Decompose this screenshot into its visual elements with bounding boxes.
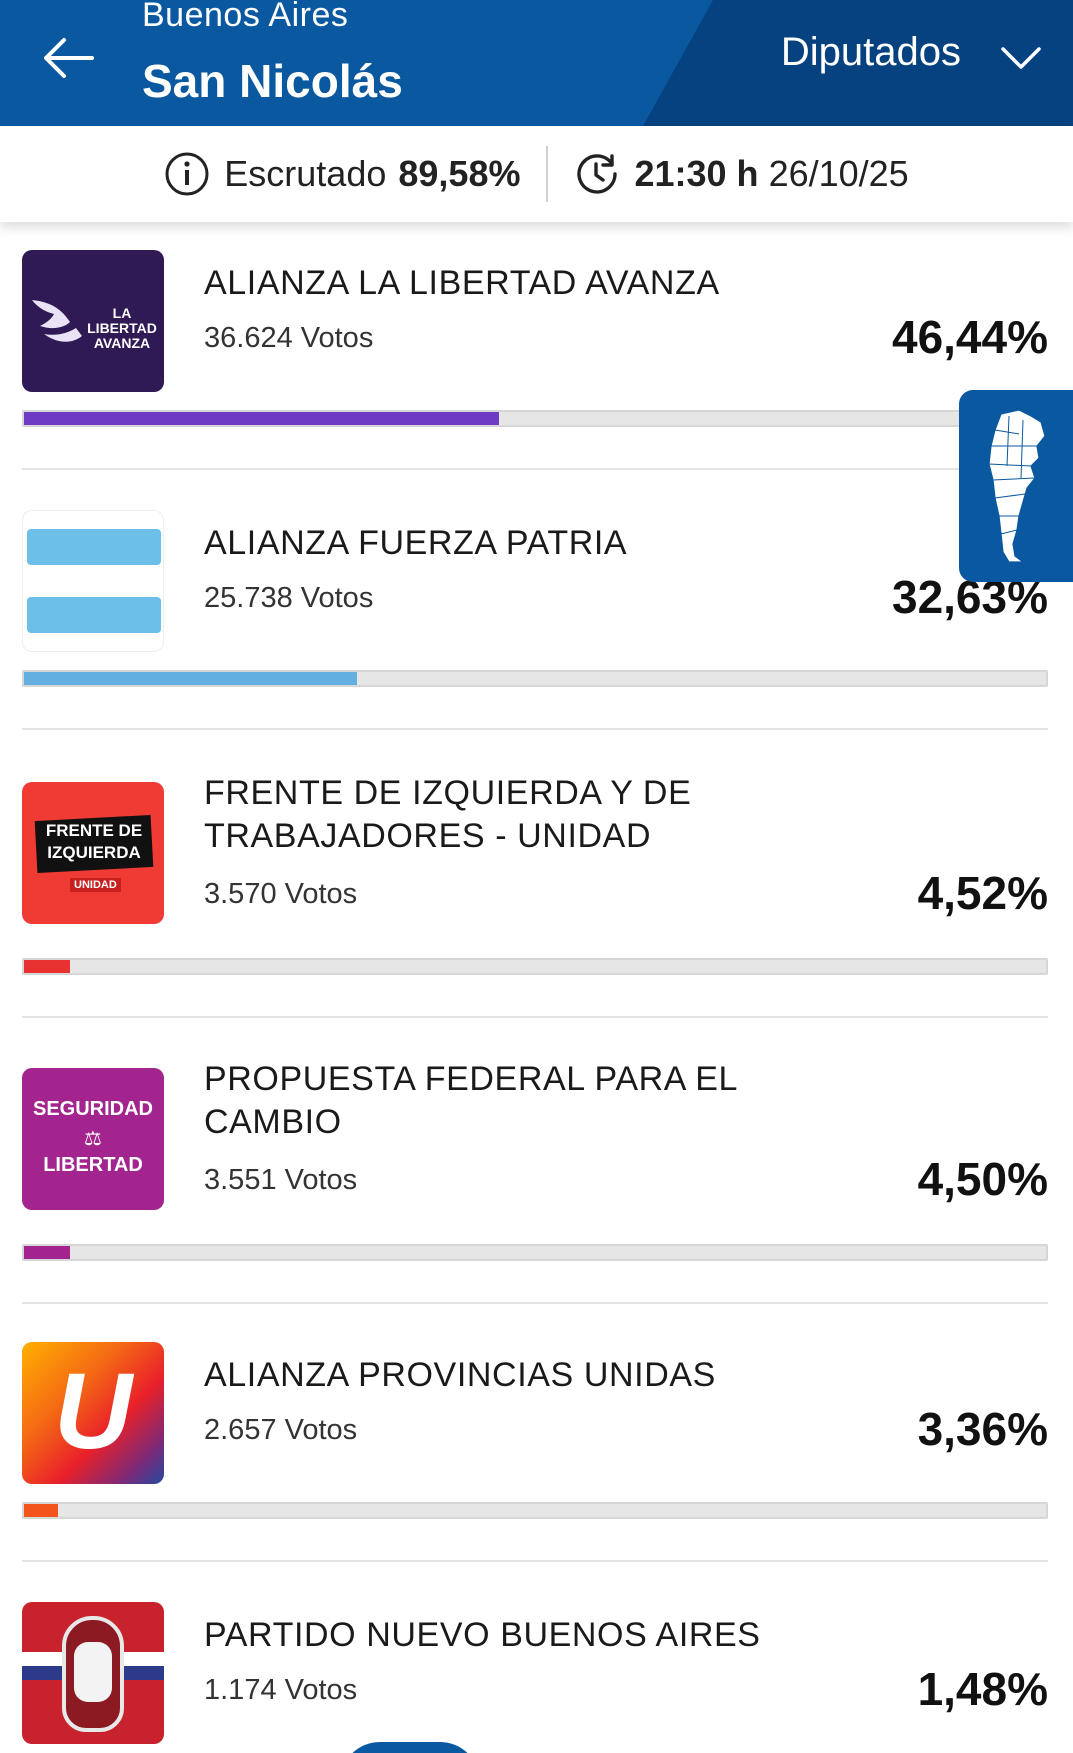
eagle-logo-icon bbox=[32, 300, 82, 342]
logo-text-libertad: LIBERTAD bbox=[87, 320, 157, 336]
scrutiny-value: 89,58% bbox=[398, 153, 521, 194]
vote-share-fill bbox=[24, 412, 499, 425]
party-name: ALIANZA PROVINCIAS UNIDAS bbox=[204, 1356, 716, 1394]
city-name: San Nicolás bbox=[142, 55, 403, 107]
bottom-floating-button[interactable] bbox=[340, 1742, 480, 1753]
flag-stripe-top bbox=[27, 529, 161, 565]
scrutiny-status-bar: Escrutado 89,58% 21:30 h 26/10/25 bbox=[0, 126, 1073, 222]
vote-share-fill bbox=[24, 1246, 70, 1259]
vote-share-bar bbox=[22, 958, 1048, 975]
chevron-down-icon bbox=[1001, 47, 1041, 69]
category-dropdown[interactable]: Diputados bbox=[780, 30, 961, 74]
vote-share-fill bbox=[24, 672, 358, 685]
row-divider bbox=[22, 1016, 1048, 1018]
party-votes: 2.657 Votos bbox=[204, 1414, 358, 1446]
party-logo-nuevo-buenos-aires bbox=[22, 1602, 164, 1744]
vote-share-bar bbox=[22, 410, 1048, 427]
party-logo-lla: LA LIBERTAD AVANZA bbox=[22, 250, 164, 392]
province-name: Buenos Aires bbox=[142, 0, 349, 34]
party-votes: 36.624 Votos bbox=[204, 322, 374, 354]
update-time-stat: 21:30 h 26/10/25 bbox=[574, 151, 909, 197]
row-divider bbox=[22, 728, 1048, 730]
party-logo-seguridad-libertad: SEGURIDAD ⚖ LIBERTAD bbox=[22, 1068, 164, 1210]
back-button[interactable] bbox=[36, 26, 100, 90]
row-divider bbox=[22, 1560, 1048, 1562]
party-percentage: 46,44% bbox=[891, 311, 1048, 363]
party-name: ALIANZA LA LIBERTAD AVANZA bbox=[204, 264, 720, 302]
party-percentage: 3,36% bbox=[917, 1403, 1048, 1455]
party-name: FRENTE DE IZQUIERDA Y DE TRABAJADORES - … bbox=[204, 774, 692, 855]
app-header: Buenos Aires San Nicolás Diputados bbox=[0, 0, 1073, 126]
party-votes: 1.174 Votos bbox=[204, 1674, 358, 1706]
scales-icon: ⚖ bbox=[84, 1128, 102, 1150]
party-logo-fit-u: FRENTE DE IZQUIERDA UNIDAD bbox=[22, 782, 164, 924]
logo-text-unidad: UNIDAD bbox=[70, 878, 121, 892]
party-name: PROPUESTA FEDERAL PARA EL CAMBIO bbox=[204, 1060, 737, 1141]
party-votes: 3.551 Votos bbox=[204, 1164, 358, 1196]
logo-letter-u: U bbox=[54, 1350, 132, 1471]
party-name: ALIANZA FUERZA PATRIA bbox=[204, 524, 628, 562]
vote-share-bar bbox=[22, 1244, 1048, 1261]
logo-text-frente: FRENTE DE bbox=[45, 821, 143, 840]
arrow-left-icon bbox=[44, 38, 94, 78]
party-percentage: 4,52% bbox=[917, 867, 1048, 919]
update-date: 26/10/25 bbox=[768, 153, 909, 194]
logo-text-seguridad: SEGURIDAD bbox=[32, 1098, 153, 1120]
vote-share-fill bbox=[24, 960, 71, 973]
info-icon bbox=[165, 152, 209, 196]
vote-share-fill bbox=[24, 1504, 59, 1517]
row-divider bbox=[22, 1302, 1048, 1304]
clock-refresh-icon bbox=[577, 154, 618, 194]
dropdown-toggle[interactable] bbox=[993, 36, 1049, 80]
logo-text-avanza: AVANZA bbox=[93, 335, 151, 351]
row-divider bbox=[22, 468, 1048, 470]
map-button[interactable] bbox=[959, 390, 1073, 582]
flag-stripe-bottom bbox=[27, 597, 161, 633]
party-percentage: 1,48% bbox=[917, 1663, 1048, 1715]
logo-text-izquierda: IZQUIERDA bbox=[47, 843, 141, 862]
party-logo-provincias-unidas: U bbox=[22, 1342, 164, 1484]
argentina-map-icon bbox=[988, 409, 1046, 563]
party-name: PARTIDO NUEVO BUENOS AIRES bbox=[204, 1616, 761, 1654]
party-percentage: 4,50% bbox=[917, 1153, 1048, 1205]
status-divider bbox=[546, 146, 549, 202]
scrutiny-stat: Escrutado 89,58% bbox=[164, 151, 520, 197]
logo-text-libertad-2: LIBERTAD bbox=[43, 1154, 143, 1176]
update-time: 21:30 h bbox=[634, 153, 759, 194]
category-selector-bg bbox=[643, 0, 1073, 126]
party-votes: 25.738 Votos bbox=[204, 582, 374, 614]
vote-share-bar bbox=[22, 670, 1048, 687]
party-votes: 3.570 Votos bbox=[204, 878, 358, 910]
party-logo-fuerza-patria bbox=[22, 510, 164, 652]
scrutiny-label: Escrutado bbox=[224, 153, 387, 194]
vote-share-bar bbox=[22, 1502, 1048, 1519]
logo-text-la: LA bbox=[112, 305, 132, 321]
